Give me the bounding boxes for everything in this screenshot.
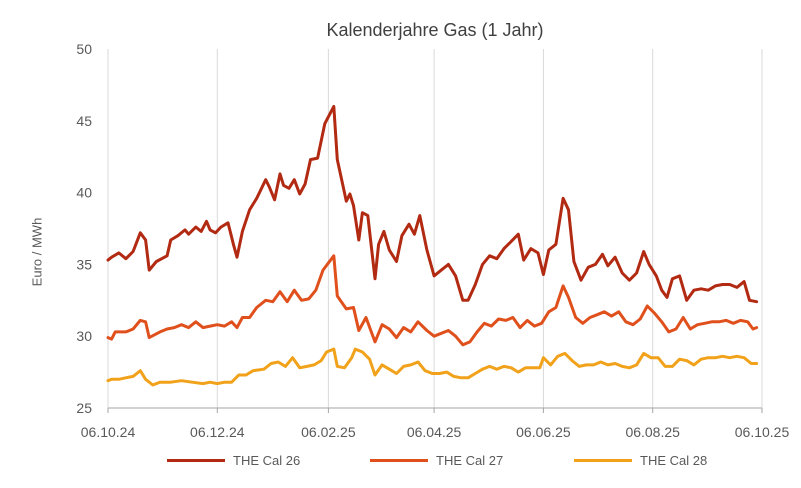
y-tick-label: 25 [76,400,92,416]
x-tick-label: 06.06.25 [516,424,571,440]
x-tick-label: 06.04.25 [407,424,462,440]
x-gridlines [107,49,763,408]
legend-swatch-cal27 [370,459,428,462]
x-tick-label: 06.08.25 [625,424,680,440]
legend-item-cal28: THE Cal 28 [574,453,707,468]
y-axis-label: Euro / MWh [29,217,45,287]
x-tick-label: 06.12.24 [190,424,245,440]
x-tick-label: 06.10.25 [735,424,790,440]
x-tick-label: 06.10.24 [81,424,136,440]
legend: THE Cal 26 THE Cal 27 THE Cal 28 [0,453,801,471]
legend-label-cal27: THE Cal 27 [436,453,504,468]
y-tick-label: 50 [76,41,92,57]
x-tick-label: 06.02.25 [301,424,356,440]
series-line-1 [106,104,759,304]
x-tick-labels: 06.10.24 06.12.24 06.02.25 06.04.25 06.06.25… [81,424,790,440]
legend-label-cal28: THE Cal 28 [640,453,708,468]
legend-swatch-cal26 [167,459,225,462]
series-line-3 [106,347,759,387]
series-lines [106,104,759,387]
legend-item-cal27: THE Cal 27 [370,453,503,468]
legend-swatch-cal28 [574,459,632,462]
series-line-2 [106,254,759,347]
chart-title: Kalenderjahre Gas (1 Jahr) [326,20,544,40]
y-tick-label: 40 [76,185,92,201]
y-tick-labels: 25 30 35 40 45 50 [76,41,92,416]
axes [107,407,763,413]
y-tick-label: 45 [76,113,92,129]
legend-item-cal26: THE Cal 26 [167,453,300,468]
y-tick-label: 35 [76,256,92,272]
y-tick-label: 30 [76,328,92,344]
legend-label-cal26: THE Cal 26 [233,453,301,468]
